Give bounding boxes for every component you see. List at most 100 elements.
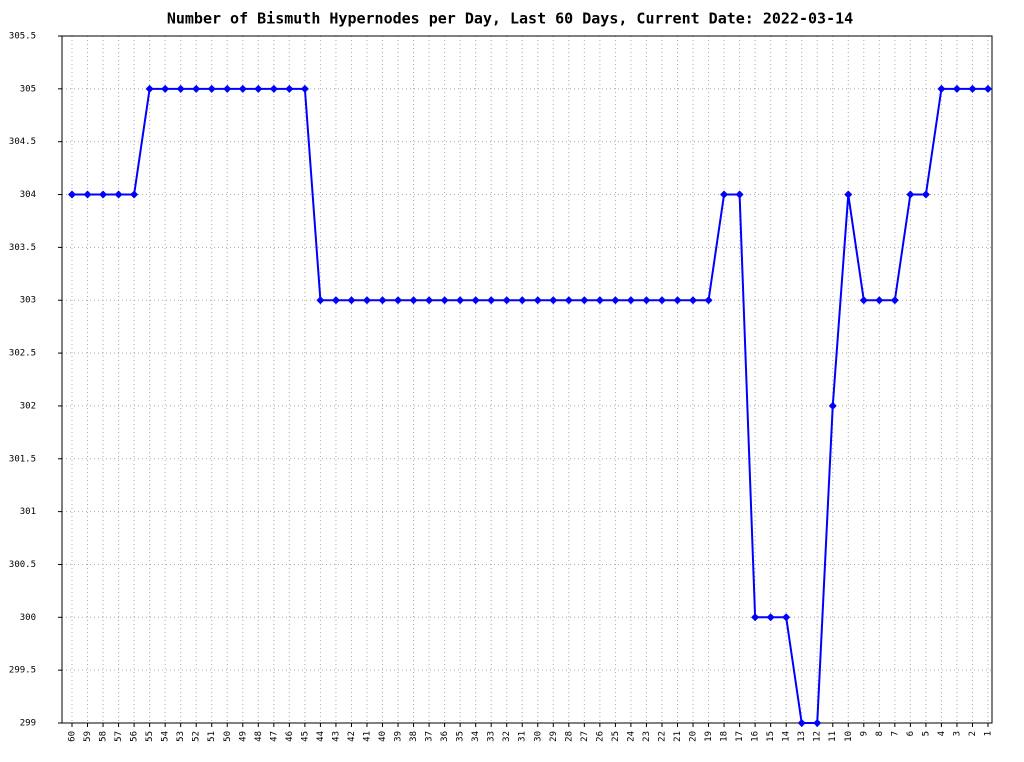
y-tick-label: 302.5 (9, 349, 36, 359)
point-marker (782, 613, 791, 622)
x-tick-label: 8 (875, 731, 885, 736)
point-marker (176, 84, 185, 93)
x-tick-label: 52 (192, 731, 202, 742)
point-marker (859, 296, 868, 305)
point-marker (844, 190, 853, 199)
x-tick-label: 2 (968, 731, 978, 736)
x-tick-label: 5 (921, 731, 931, 736)
x-tick-label: 6 (906, 731, 916, 736)
point-marker (114, 190, 123, 199)
point-marker (797, 719, 806, 727)
point-marker (937, 84, 946, 93)
point-marker (331, 296, 340, 305)
point-marker (502, 296, 511, 305)
x-tick-label: 23 (642, 731, 652, 742)
point-marker (595, 296, 604, 305)
x-tick-label: 24 (626, 731, 636, 742)
x-tick-label: 39 (394, 731, 404, 742)
x-tick-label: 46 (285, 731, 295, 742)
y-tick-label: 300.5 (9, 560, 36, 570)
point-marker (921, 190, 930, 199)
point-marker (580, 296, 589, 305)
x-tick-label: 10 (844, 731, 854, 742)
x-tick-label: 51 (207, 731, 217, 742)
point-marker (99, 190, 108, 199)
x-tick-label: 4 (937, 731, 947, 736)
point-marker (254, 84, 263, 93)
x-tick-label: 31 (518, 731, 528, 742)
x-tick-label: 32 (502, 731, 512, 742)
point-marker (487, 296, 496, 305)
y-tick-label: 303 (20, 296, 36, 306)
x-tick-label: 59 (83, 731, 93, 742)
x-tick-label: 26 (595, 731, 605, 742)
point-marker (657, 296, 666, 305)
point-marker (673, 296, 682, 305)
y-tick-label: 304 (20, 190, 36, 200)
x-tick-label: 43 (331, 731, 341, 742)
x-tick-label: 19 (704, 731, 714, 742)
point-marker (269, 84, 278, 93)
x-tick-label: 33 (487, 731, 497, 742)
point-marker (549, 296, 558, 305)
point-marker (300, 84, 309, 93)
x-tick-label: 17 (735, 731, 745, 742)
x-tick-label: 11 (828, 731, 838, 742)
x-tick-label: 9 (859, 731, 869, 736)
x-tick-label: 25 (611, 731, 621, 742)
point-marker (968, 84, 977, 93)
point-marker (984, 84, 992, 93)
x-tick-label: 41 (362, 731, 372, 742)
chart-title: Number of Bismuth Hypernodes per Day, La… (167, 10, 853, 28)
y-tick-label: 301 (20, 507, 36, 517)
point-marker (890, 296, 899, 305)
x-tick-label: 60 (68, 731, 78, 742)
y-tick-label: 301.5 (9, 454, 36, 464)
point-marker (394, 296, 403, 305)
point-marker (192, 84, 201, 93)
x-tick-label: 27 (580, 731, 590, 742)
point-marker (316, 296, 325, 305)
point-marker (68, 190, 76, 199)
x-tick-label: 35 (456, 731, 466, 742)
x-tick-label: 13 (797, 731, 807, 742)
point-marker (130, 190, 139, 199)
x-tick-label: 47 (269, 731, 279, 742)
x-tick-label: 21 (673, 731, 683, 742)
point-marker (828, 401, 837, 410)
plot-frame (61, 35, 993, 724)
x-tick-label: 53 (176, 731, 186, 742)
x-tick-label: 45 (300, 731, 310, 742)
point-marker (952, 84, 961, 93)
x-tick-label: 38 (409, 731, 419, 742)
point-marker (533, 296, 542, 305)
x-tick-label: 29 (549, 731, 559, 742)
y-tick-label: 302 (20, 401, 36, 411)
point-marker (378, 296, 387, 305)
point-marker (238, 84, 247, 93)
point-marker (689, 296, 698, 305)
y-tick-label: 300 (20, 613, 36, 623)
x-tick-label: 44 (316, 731, 326, 742)
x-tick-label: 28 (564, 731, 574, 742)
point-marker (425, 296, 434, 305)
point-marker (735, 190, 744, 199)
x-tick-label: 18 (720, 731, 730, 742)
point-marker (347, 296, 356, 305)
x-tick-label: 58 (99, 731, 109, 742)
x-tick-label: 20 (689, 731, 699, 742)
point-marker (704, 296, 713, 305)
x-tick-label: 48 (254, 731, 264, 742)
y-tick-label: 305.5 (9, 32, 36, 42)
x-tick-label: 56 (130, 731, 140, 742)
point-marker (409, 296, 418, 305)
x-tick-label: 34 (471, 731, 481, 742)
x-tick-label: 49 (238, 731, 248, 742)
x-tick-label: 15 (766, 731, 776, 742)
point-marker (813, 719, 822, 727)
x-tick-label: 30 (533, 731, 543, 742)
y-tick-label: 299.5 (9, 666, 36, 676)
x-tick-label: 36 (440, 731, 450, 742)
y-tick-label: 303.5 (9, 243, 36, 253)
x-tick-label: 55 (145, 731, 155, 742)
